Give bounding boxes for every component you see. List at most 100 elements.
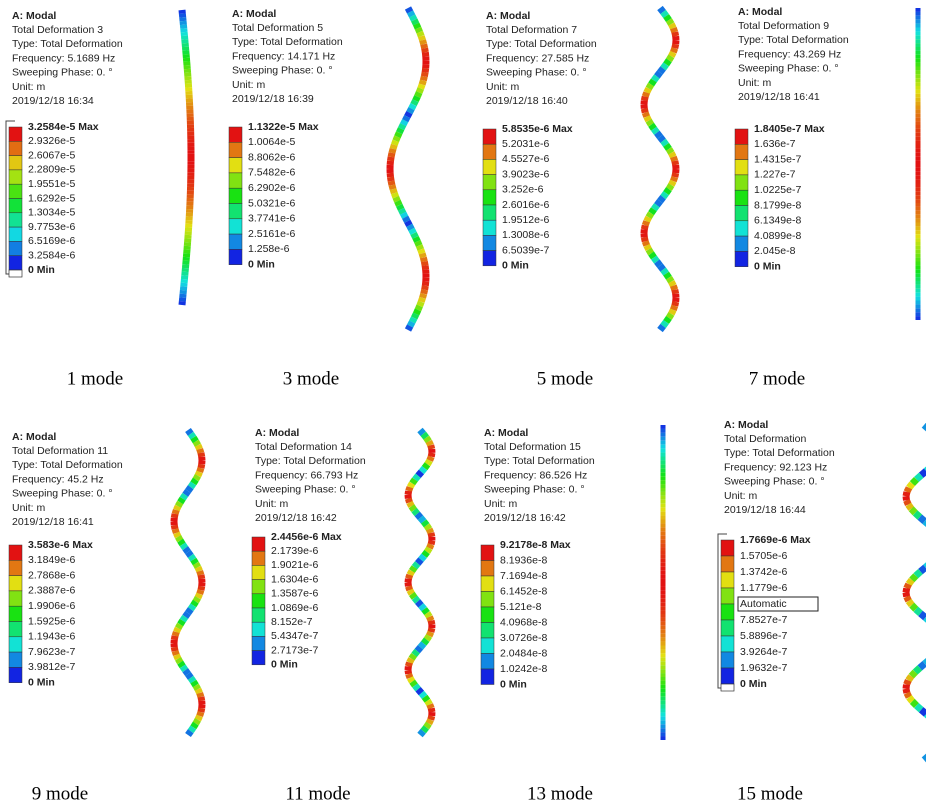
legend-swatch (9, 652, 22, 667)
beam-segment (403, 213, 405, 217)
legend-label: 5.8896e-7 (740, 630, 787, 642)
legend-label: 0 Min (271, 659, 298, 671)
header-line: Total Deformation 14 (255, 441, 352, 453)
beam-segment (660, 137, 663, 141)
beam-segment (669, 185, 671, 189)
beam-segment (424, 72, 425, 76)
beam-segment (196, 441, 198, 445)
legend-label: 3.9812e-7 (28, 661, 75, 673)
beam-segment (663, 322, 666, 326)
legend-swatch (483, 129, 496, 144)
beam-segment (671, 282, 673, 286)
beam-segment (427, 701, 429, 705)
legend-min-box (721, 684, 734, 691)
legend-label: 1.0242e-8 (500, 663, 547, 675)
beam-segment (671, 310, 673, 314)
beam-segment (912, 576, 916, 580)
header-line: Total Deformation 3 (12, 24, 103, 36)
beam-segment (921, 710, 926, 714)
legend-label: 6.2902e-6 (248, 182, 295, 194)
legend-swatch (483, 220, 496, 235)
beam-segment (183, 666, 186, 670)
legend-label: 3.2584e-6 (28, 249, 75, 261)
beam-segment (410, 322, 412, 326)
beam-segment (660, 68, 663, 72)
beam-segment (414, 101, 416, 105)
beam-segment (410, 678, 412, 682)
caption: 3 mode (283, 368, 339, 389)
modal-title: A: Modal (12, 10, 56, 22)
panel: A: ModalTotal Deformation 15Type: Total … (481, 425, 663, 804)
beam-segment (183, 544, 186, 548)
beam-segment (414, 233, 416, 237)
legend-label: 8.8062e-6 (248, 151, 295, 163)
legend-label: 1.9551e-5 (28, 178, 75, 190)
panel: A: ModalTotal Deformation 11Type: Total … (9, 430, 202, 804)
header-line: 2019/12/18 16:42 (484, 512, 566, 524)
beam-segment (657, 72, 660, 76)
beam-segment (201, 586, 202, 590)
legend-swatch (483, 251, 496, 266)
beam-segment (425, 68, 426, 72)
legend-label: 2.7868e-6 (28, 569, 75, 581)
legend-swatch (9, 184, 22, 198)
beam-segment (176, 533, 178, 537)
beam-segment (401, 125, 403, 129)
beam-segment (420, 731, 423, 735)
beam-segment (908, 505, 911, 509)
beam-segment (397, 201, 399, 205)
beam-segment (178, 502, 180, 506)
header-line: Type: Total Deformation (232, 36, 343, 48)
beam-segment (191, 727, 194, 731)
beam-segment (920, 567, 925, 571)
beam-segment (424, 640, 427, 644)
beam-segment (417, 93, 419, 97)
caption: 11 mode (285, 783, 350, 804)
legend-swatch (735, 175, 748, 190)
beam-segment (201, 708, 202, 712)
legend-label: 3.7741e-6 (248, 213, 295, 225)
legend-label: 1.6292e-5 (28, 192, 75, 204)
legend-swatch (483, 175, 496, 190)
beam-segment (651, 80, 654, 84)
beam-segment (191, 483, 194, 487)
beam-segment (200, 590, 201, 594)
legend-swatch (9, 127, 22, 141)
legend-label: 2.6016e-6 (502, 199, 549, 211)
header-line: Total Deformation (724, 433, 806, 445)
beam-segment (175, 651, 176, 655)
header-line: Sweeping Phase: 0. ° (255, 484, 356, 496)
beam-segment (654, 76, 657, 80)
beam-segment (175, 510, 176, 514)
beam-segment (647, 89, 649, 93)
beam-segment (912, 605, 916, 609)
legend-label: 6.1452e-8 (500, 585, 547, 597)
beam-segment (427, 548, 429, 552)
beam-segment (431, 621, 432, 625)
beam-segment (418, 560, 421, 564)
legend-swatch (483, 159, 496, 174)
beam-segment (191, 434, 194, 438)
legend-swatch (252, 636, 265, 650)
beam-segment (180, 663, 182, 667)
beam-segment (920, 517, 925, 521)
beam-segment (424, 552, 427, 556)
legend-label: 5.8535e-6 Max (502, 123, 573, 135)
beam-segment (397, 133, 399, 137)
beam-segment (645, 241, 646, 245)
legend-swatch (229, 249, 242, 264)
beam-segment (200, 468, 201, 472)
beam-segment (415, 598, 418, 602)
beam-segment (409, 109, 411, 113)
beam-segment (200, 712, 201, 716)
header-line: Total Deformation 9 (738, 20, 829, 32)
beam-segment (176, 655, 178, 659)
legend-swatch (483, 144, 496, 159)
beam-segment (669, 149, 671, 153)
beam-segment (399, 129, 401, 133)
legend-label: 1.8405e-7 Max (754, 123, 825, 135)
legend-min-box (9, 270, 22, 277)
legend-label: 3.583e-6 Max (28, 539, 93, 551)
header-line: Frequency: 43.269 Hz (738, 48, 841, 60)
beam-segment (418, 602, 421, 606)
